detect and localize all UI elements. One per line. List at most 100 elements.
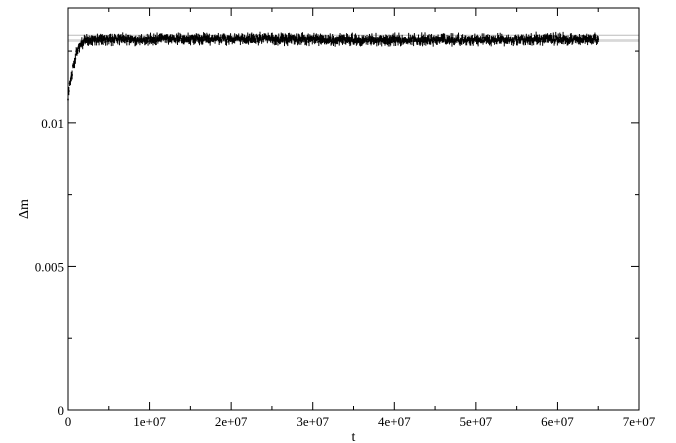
data-point (496, 40, 498, 43)
data-point (197, 37, 200, 40)
data-point (341, 39, 344, 41)
data-point (504, 39, 506, 42)
data-point (223, 36, 225, 39)
data-point (538, 37, 541, 40)
data-point (289, 37, 292, 39)
data-point (343, 36, 345, 39)
data-point (374, 39, 376, 42)
data-point (574, 38, 577, 40)
data-point (268, 37, 270, 39)
data-point (564, 39, 567, 41)
data-point (222, 36, 225, 38)
data-point (270, 36, 273, 38)
data-point (584, 38, 586, 41)
data-point (157, 37, 160, 40)
data-point (585, 38, 587, 40)
data-point (104, 40, 107, 43)
data-point (170, 39, 173, 41)
data-point (499, 37, 501, 39)
data-point (273, 38, 275, 40)
data-point (95, 41, 98, 43)
data-point (193, 39, 195, 42)
data-point (197, 38, 199, 41)
data-point (260, 40, 263, 42)
data-point (94, 37, 97, 40)
data-point (75, 50, 77, 53)
data-point (68, 90, 70, 92)
data-point (251, 38, 254, 40)
data-point (480, 40, 483, 42)
data-point (115, 37, 118, 40)
data-point (174, 39, 176, 41)
data-point (121, 39, 123, 41)
data-point (492, 38, 494, 41)
data-point (402, 40, 404, 43)
data-point (333, 40, 336, 42)
data-point (312, 36, 314, 39)
data-point (495, 40, 497, 42)
data-point (533, 37, 536, 39)
data-point (385, 38, 387, 41)
data-point (228, 37, 231, 40)
data-point (571, 39, 573, 41)
data-point (338, 39, 341, 42)
data-point (264, 36, 267, 38)
data-point (594, 36, 597, 39)
data-point (380, 37, 382, 40)
data-point (576, 39, 578, 41)
data-point (318, 38, 321, 40)
data-point (438, 39, 441, 42)
data-point (251, 36, 253, 39)
data-point (543, 37, 546, 40)
data-point (420, 36, 423, 39)
data-point (452, 40, 455, 43)
data-point (414, 38, 417, 40)
data-point (77, 49, 79, 52)
data-point (240, 37, 242, 40)
data-point (497, 37, 500, 39)
data-point (309, 38, 312, 40)
data-point (99, 37, 102, 39)
data-point (350, 36, 353, 39)
data-point (541, 36, 543, 39)
data-point (205, 38, 207, 40)
data-point (188, 39, 190, 42)
data-point (412, 40, 415, 42)
data-point (258, 37, 260, 40)
data-point (182, 39, 184, 41)
data-point (128, 40, 131, 43)
data-point (229, 36, 232, 39)
data-point (143, 39, 146, 42)
data-point (444, 40, 447, 43)
data-point (581, 38, 584, 40)
data-point (566, 40, 568, 43)
data-point (569, 37, 572, 39)
data-point (177, 36, 180, 39)
data-point (346, 37, 349, 40)
data-point (437, 36, 439, 39)
data-point (96, 37, 99, 39)
data-point (388, 38, 390, 41)
data-point (218, 39, 220, 42)
data-point (166, 36, 169, 38)
data-point (545, 37, 547, 39)
data-point (71, 74, 73, 76)
data-point (307, 37, 309, 40)
data-point (88, 39, 91, 41)
data-point (505, 38, 508, 41)
data-point (395, 38, 398, 40)
data-point (577, 39, 580, 42)
data-point (501, 37, 504, 40)
data-point (351, 36, 354, 39)
data-point (297, 37, 300, 40)
data-point (255, 35, 258, 38)
data-point (183, 38, 185, 41)
data-point (173, 38, 176, 40)
data-point (457, 36, 460, 39)
data-point (322, 37, 325, 40)
data-point (353, 41, 355, 43)
data-point (260, 36, 262, 39)
data-point (479, 38, 482, 41)
data-point (263, 35, 265, 38)
data-point (150, 39, 153, 41)
